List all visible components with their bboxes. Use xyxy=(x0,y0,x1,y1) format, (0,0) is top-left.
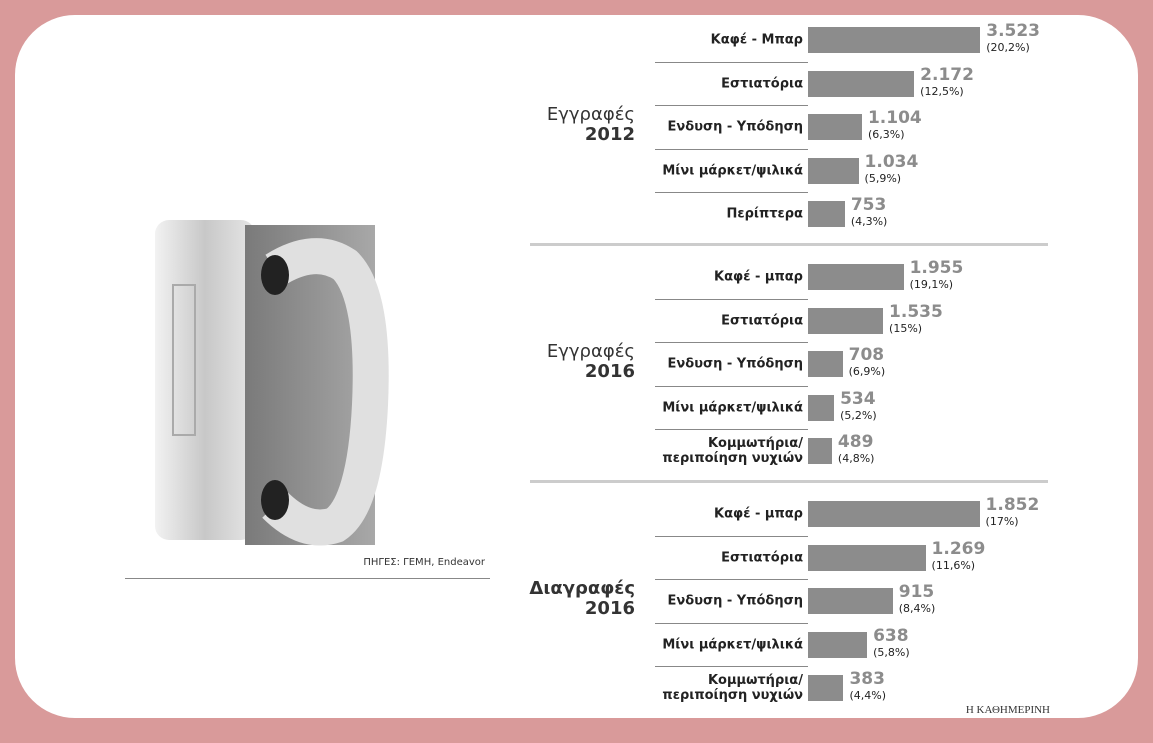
row-rule xyxy=(655,666,808,668)
share-label: (4,8%) xyxy=(837,452,875,465)
value-label: 708 xyxy=(848,345,885,365)
padlock-photo xyxy=(155,220,389,546)
share-label: (5,9%) xyxy=(864,171,902,185)
category-label: Κομμωτήρια/ περιποίηση νυχιών xyxy=(662,436,803,466)
row-rule xyxy=(655,342,808,344)
share-label: (17%) xyxy=(985,515,1019,528)
group-subtitle: 2016 xyxy=(584,598,635,619)
bar xyxy=(808,631,868,658)
category-label: Κομμωτήρια/ περιποίηση νυχιών xyxy=(662,673,803,703)
value-label: 1.269 xyxy=(931,538,986,559)
row-rule xyxy=(655,105,808,107)
bar xyxy=(808,114,862,140)
category-label: Εστιατόρια xyxy=(721,550,803,565)
category-label: Μίνι μάρκετ/ψιλικά xyxy=(662,163,803,178)
share-label: (5,2%) xyxy=(840,408,877,422)
share-label: (5,8%) xyxy=(873,645,910,659)
row-rule xyxy=(655,535,808,537)
value-label: 1.034 xyxy=(864,151,919,172)
category-label: Ενδυση - Υπόδηση xyxy=(667,593,803,609)
section-rule xyxy=(530,243,1048,246)
photo-rule xyxy=(125,578,490,579)
share-label: (6,3%) xyxy=(867,128,905,141)
value-label: 534 xyxy=(840,388,876,409)
bar xyxy=(808,27,981,53)
row-rule xyxy=(655,298,808,300)
section-rule xyxy=(530,480,1048,483)
row-rule xyxy=(655,148,808,150)
category-label: Μίνι μάρκετ/ψιλικά xyxy=(662,400,803,415)
bar xyxy=(808,201,845,227)
row-rule xyxy=(655,192,808,194)
bar xyxy=(808,438,832,464)
bar xyxy=(808,544,926,571)
category-label: Ενδυση - Υπόδηση xyxy=(667,356,803,372)
category-label: Ενδυση - Υπόδηση xyxy=(667,119,803,135)
bar xyxy=(808,501,980,527)
value-label: 1.535 xyxy=(889,301,943,322)
source: ΠΗΓΕΣ: ΓΕΜΗ, Endeavor xyxy=(363,557,485,568)
category-label: Μίνι μάρκετ/ψιλικά xyxy=(662,637,803,652)
category-label: Εστιατόρια xyxy=(721,313,803,328)
value-label: 1.852 xyxy=(985,495,1040,515)
value-label: 1.104 xyxy=(867,108,922,128)
bar xyxy=(808,588,893,614)
share-label: (6,9%) xyxy=(848,365,886,378)
category-label: Καφέ - μπαρ xyxy=(714,269,803,285)
row-rule xyxy=(655,579,808,581)
bar xyxy=(808,675,844,701)
bar xyxy=(808,157,859,184)
row-rule xyxy=(655,385,808,387)
row-rule xyxy=(655,429,808,431)
bar xyxy=(808,307,884,334)
bar xyxy=(808,264,904,290)
value-label: 1.955 xyxy=(909,258,964,278)
share-label: (4,3%) xyxy=(850,215,888,228)
group-subtitle: 2012 xyxy=(584,124,635,145)
group-title: Διαγραφές xyxy=(529,578,635,599)
row-rule xyxy=(655,61,808,63)
category-label: Καφέ - Μπαρ xyxy=(710,32,803,48)
bar xyxy=(808,351,843,377)
value-label: 753 xyxy=(850,195,887,215)
share-label: (8,4%) xyxy=(898,602,936,615)
value-label: 383 xyxy=(849,669,885,689)
share-label: (12,5%) xyxy=(920,84,964,98)
value-label: 3.523 xyxy=(986,21,1041,41)
category-label: Καφέ - μπαρ xyxy=(714,506,803,522)
value-label: 489 xyxy=(837,432,874,452)
share-label: (20,2%) xyxy=(986,41,1030,54)
row-rule xyxy=(655,622,808,624)
footer: Η ΚΑΘΗΜΕΡΙΝΗ xyxy=(965,704,1050,716)
category-label: Περίπτερα xyxy=(726,206,803,222)
group-subtitle: 2016 xyxy=(584,361,635,382)
category-label: Εστιατόρια xyxy=(721,76,803,91)
share-label: (19,1%) xyxy=(909,278,954,291)
group-title: Εγγραφές xyxy=(546,104,635,125)
value-label: 915 xyxy=(898,582,935,602)
share-label: (11,6%) xyxy=(931,558,976,572)
bar xyxy=(808,70,915,97)
bar xyxy=(808,394,835,421)
share-label: (4,4%) xyxy=(849,689,886,702)
group-title: Εγγραφές xyxy=(546,341,635,362)
value-label: 638 xyxy=(873,625,909,646)
share-label: (15%) xyxy=(889,321,923,335)
value-label: 2.172 xyxy=(920,64,974,85)
